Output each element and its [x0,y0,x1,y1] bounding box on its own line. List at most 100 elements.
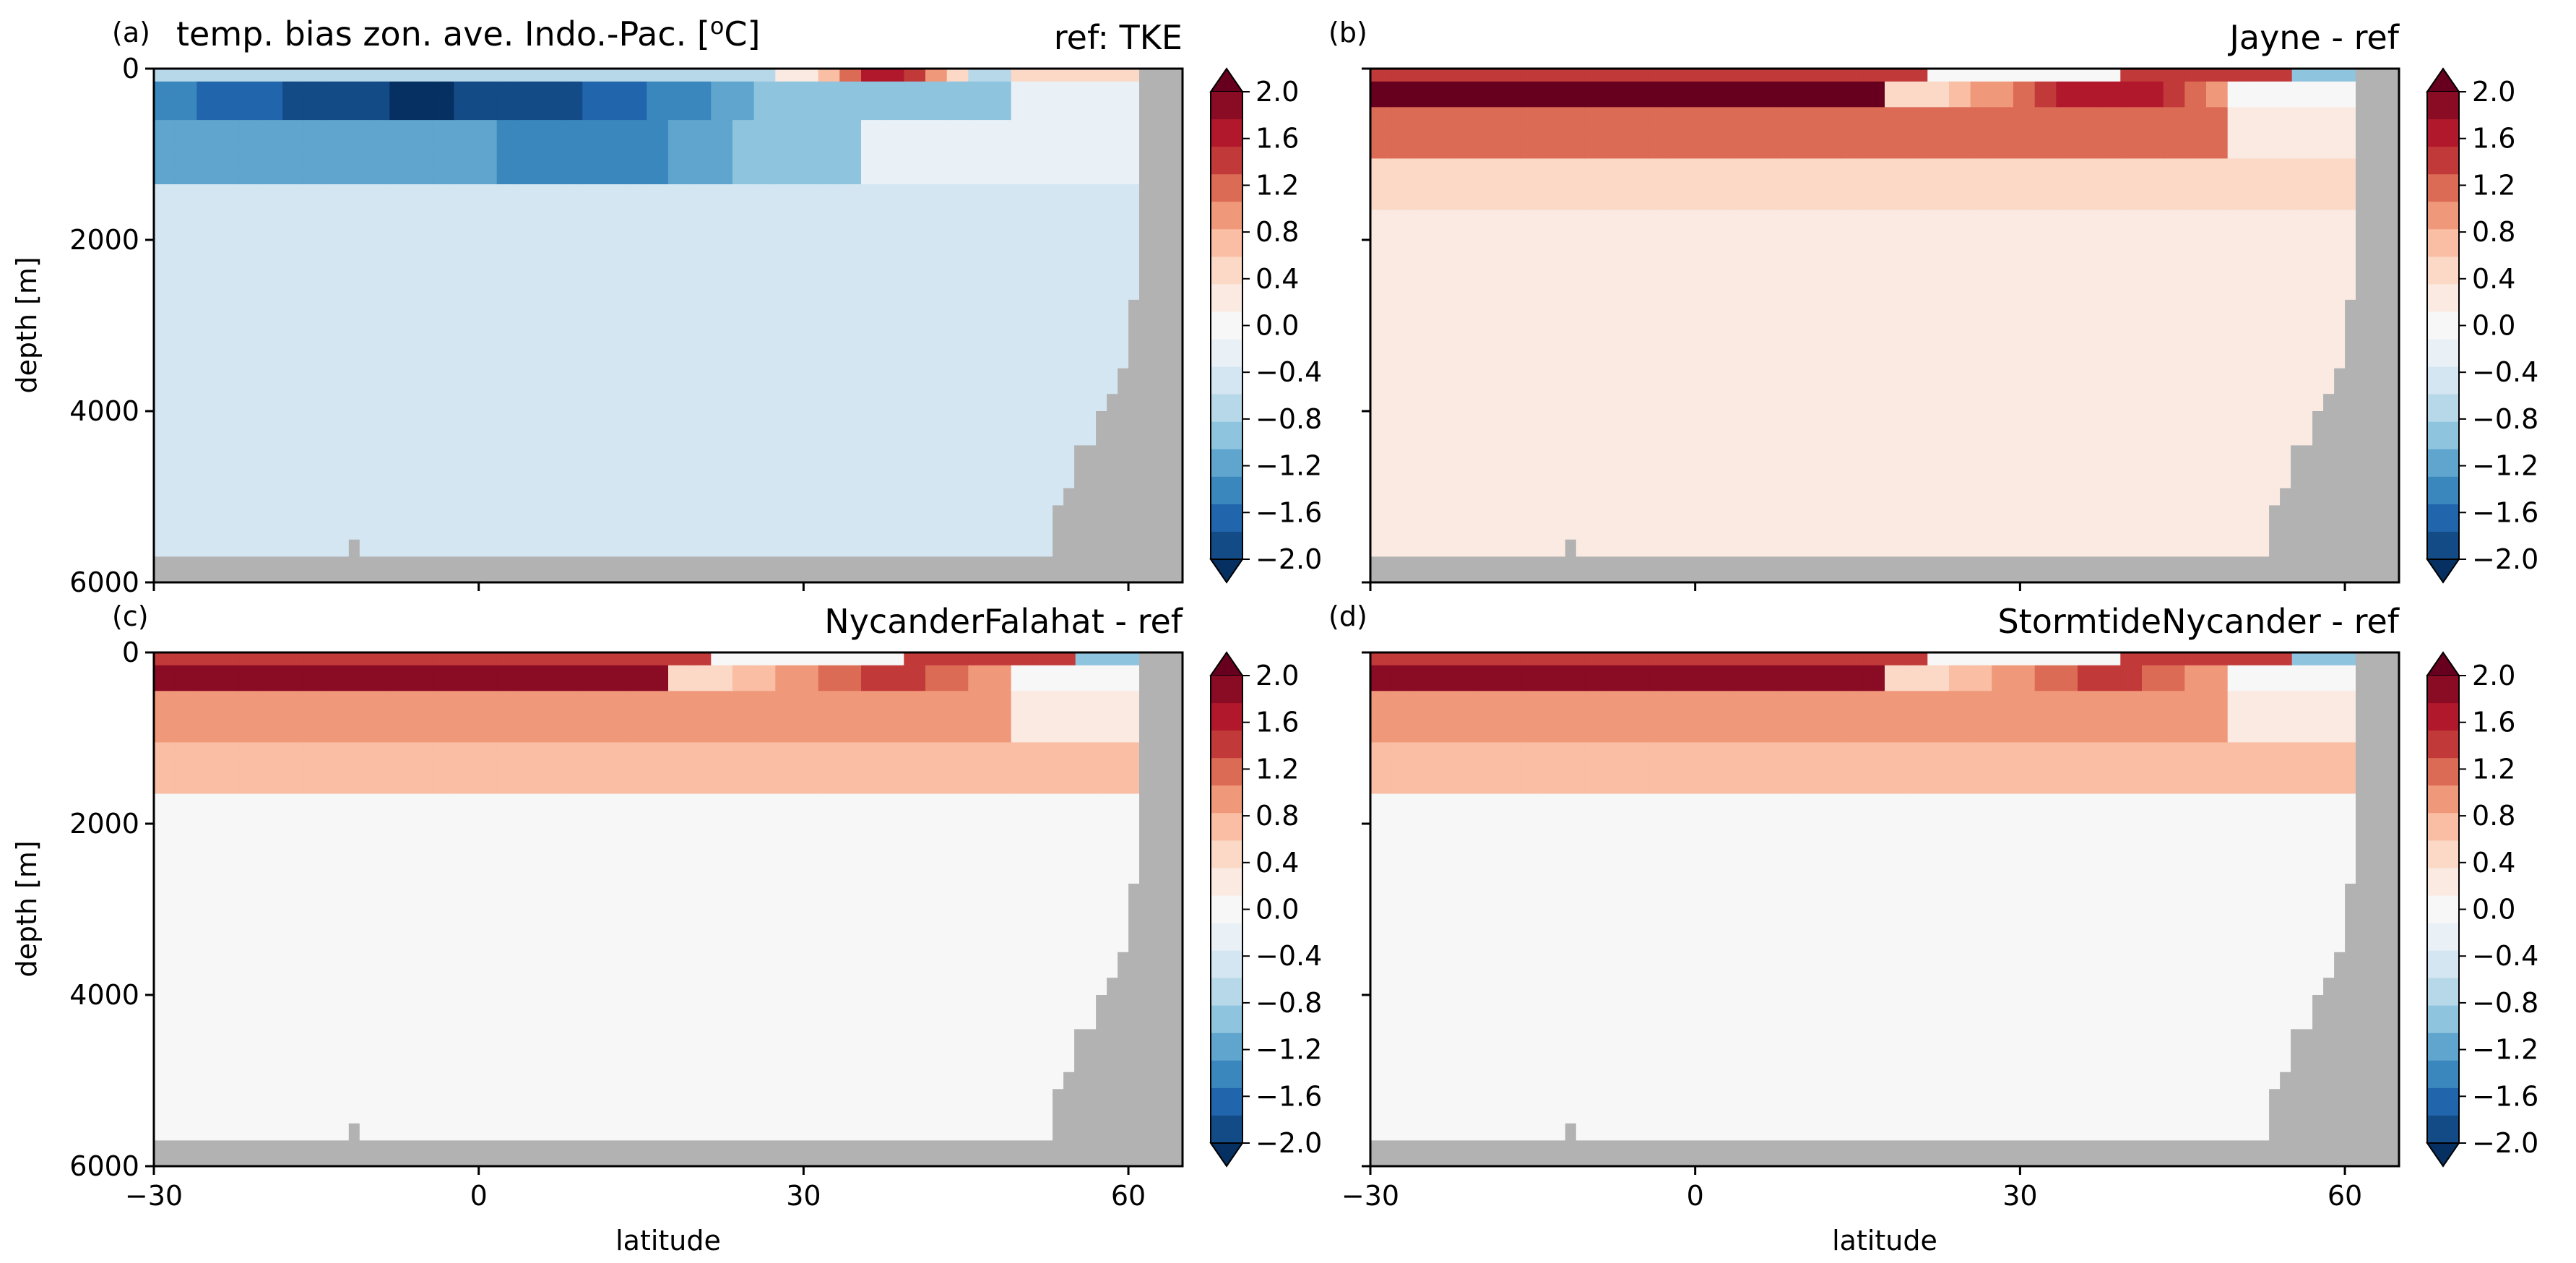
field-cell [2335,107,2357,121]
field-cell [2034,171,2057,185]
field-cell [2249,389,2271,403]
field-cell [1777,274,1800,288]
panel-c: (c) NycanderFalahat - ref 0200040006000 … [11,600,1184,1256]
field-cell [2120,120,2143,134]
field-cell [389,454,412,467]
field-cell [797,236,819,249]
field-cell [668,922,691,936]
field-cell [647,691,669,704]
field-cell [668,742,691,756]
field-cell [1391,236,1414,249]
field-cell [1777,158,1800,172]
field-cell [882,120,905,134]
field-cell [325,1038,347,1051]
field-cell [732,909,755,923]
field-cell [540,1063,562,1077]
field-cell [1413,261,1435,275]
field-cell [711,530,733,545]
field-cell [496,819,519,833]
field-cell [839,363,862,378]
field-cell [775,94,798,108]
field-cell [2099,287,2122,301]
field-cell [2013,479,2036,493]
field-cell [668,441,691,455]
field-cell [2163,312,2186,327]
field-cell [1992,312,2014,327]
field-cell [540,704,562,717]
field-cell [325,947,347,962]
field-cell [797,197,819,211]
field-cell [1584,467,1607,480]
field-cell [368,171,391,185]
field-cell [1563,287,1586,301]
field-cell [1628,312,1650,327]
field-cell [325,704,347,717]
field-cell [1906,543,1929,558]
field-cell [689,184,712,198]
field-cell [904,376,926,391]
field-cell [711,960,733,975]
field-cell [540,132,562,147]
field-cell [1075,312,1098,327]
field-cell [2249,287,2271,301]
field-cell [218,742,241,756]
field-cell [625,505,648,519]
field-cell [1756,454,1778,467]
field-cell [925,338,948,352]
field-cell [540,107,562,121]
field-cell [454,454,476,467]
field-cell [1542,261,1564,275]
field-cell [218,768,241,782]
field-cell [2227,467,2250,480]
field-cell [561,236,584,249]
field-cell [711,665,733,679]
field-cell [604,184,626,198]
field-cell [839,94,862,108]
field-cell [1734,467,1757,480]
field-cell [604,287,626,301]
field-cell [2163,158,2186,172]
field-cell [946,132,969,147]
field-cell [711,184,733,198]
field-cell [1435,351,1457,365]
field-cell [882,197,905,211]
field-cell [2078,171,2100,185]
field-cell [1456,415,1479,429]
field-cell [925,441,948,455]
field-cell [711,454,733,467]
field-cell [647,492,669,507]
field-cell [1756,492,1778,507]
field-cell [1370,351,1393,365]
field-cell [303,158,327,172]
field-cell [389,1025,412,1039]
field-cell [325,94,347,108]
field-cell [1863,389,1885,403]
field-cell [1391,338,1414,352]
field-cell [711,338,733,352]
field-cell [1927,261,1950,275]
field-cell [1413,389,1435,403]
field-cell [2184,145,2207,160]
field-cell [325,505,347,519]
field-cell [2013,81,2036,95]
field-cell [561,376,584,391]
field-cell [711,479,733,493]
field-cell [582,261,605,275]
field-cell [625,1127,648,1142]
field-cell [1841,441,1864,455]
field-cell [411,922,433,936]
field-cell [711,287,733,301]
field-cell [1520,441,1543,455]
field-cell [432,1051,455,1064]
field-cell [647,415,669,429]
field-cell [625,793,648,808]
field-cell [668,947,691,962]
field-cell [2335,81,2357,95]
field-cell [647,338,669,352]
field-cell [540,312,562,327]
field-cell [1563,441,1586,455]
field-cell [496,1038,519,1051]
field-cell [1520,274,1543,288]
field-cell [2078,441,2100,455]
field-cell [1692,518,1714,532]
